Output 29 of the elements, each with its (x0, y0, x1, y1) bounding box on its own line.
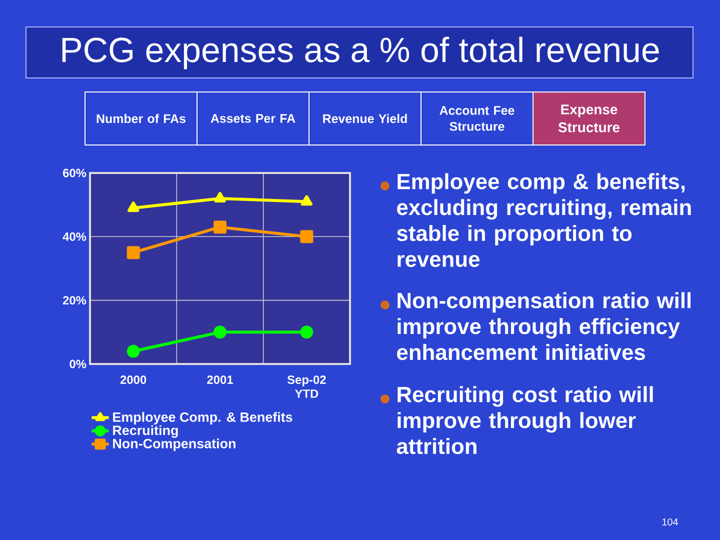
text: Expense Structure (558, 104, 620, 132)
point (214, 326, 227, 339)
x-tick-label: Sep-02 YTD (287, 376, 326, 398)
text: Assets Per FA (210, 114, 296, 123)
point (214, 192, 226, 202)
chart-title: PCG expenses as a % of total revenue (62, 36, 659, 70)
point (214, 220, 227, 234)
point (300, 195, 312, 206)
x-tick-label: 2001 (207, 376, 233, 384)
y-tick-label: 20% (62, 296, 86, 305)
point (300, 326, 314, 339)
text: Recruiting cost ratio will improve through lower attrition (396, 386, 653, 454)
text: Account Fee Structure (440, 106, 514, 131)
point (300, 230, 314, 244)
text: 104 (662, 518, 678, 526)
legend-label: Non-Compensation (113, 438, 236, 452)
legend-label: Recruiting (113, 425, 178, 438)
text: Employee comp & benefits, excluding recruiting, remain stable in proportion to revenue (396, 173, 691, 267)
text: Revenue Yield (323, 114, 407, 124)
legend-label: Employee Comp. & Benefits (113, 412, 292, 425)
y-tick-label: 60% (63, 168, 86, 178)
point (128, 202, 140, 212)
x-tick-label: 2000 (120, 376, 146, 384)
text: Number of FAs (96, 114, 186, 124)
y-tick-label: 0% (70, 360, 86, 368)
point (126, 344, 140, 358)
text: Non-compensation ratio will improve through efficiency enhancement initiatives (397, 292, 691, 360)
y-tick-label: 40% (62, 232, 86, 241)
point (126, 246, 140, 260)
